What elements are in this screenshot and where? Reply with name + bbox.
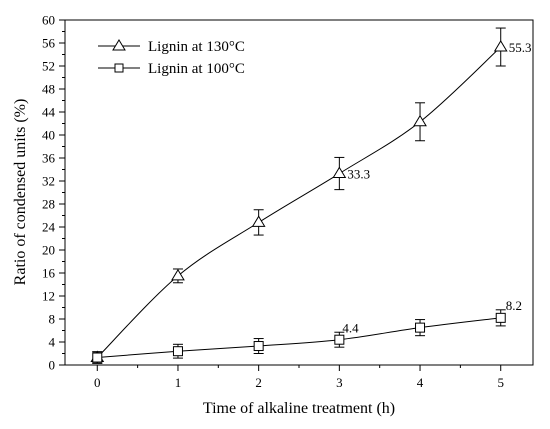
legend-square-marker <box>114 63 124 73</box>
square-marker <box>495 312 506 323</box>
data-label: 55.3 <box>509 40 532 55</box>
y-tick-label: 32 <box>42 174 55 189</box>
data-label: 8.2 <box>506 298 522 313</box>
y-tick-label: 56 <box>42 36 56 51</box>
plot-frame <box>64 19 534 366</box>
triangle-marker <box>493 40 508 52</box>
y-tick-label: 20 <box>42 243 55 258</box>
square-marker <box>415 322 426 333</box>
y-tick-label: 12 <box>42 289 55 304</box>
y-tick-label: 36 <box>42 151 56 166</box>
y-tick-label: 16 <box>42 266 56 281</box>
square-marker <box>253 341 264 352</box>
triangle-marker <box>332 166 347 179</box>
y-tick-label: 52 <box>42 59 55 74</box>
y-tick-label: 60 <box>42 13 55 28</box>
y-tick-label: 28 <box>42 197 55 212</box>
x-tick-label: 3 <box>336 375 343 390</box>
x-tick-label: 4 <box>417 375 424 390</box>
annotation-layer: 55.3 33.3 4.4 8.2 <box>342 40 531 336</box>
y-tick-label: 24 <box>42 220 56 235</box>
series-layer <box>90 27 508 364</box>
y-tick-label: 0 <box>49 358 56 373</box>
x-tick-label: 0 <box>94 375 101 390</box>
y-tick-label: 44 <box>42 105 56 120</box>
y-tick-label: 40 <box>42 128 55 143</box>
x-tick-label: 5 <box>497 375 504 390</box>
triangle-marker <box>171 268 185 281</box>
x-tick-label: 2 <box>255 375 262 390</box>
legend-label-100: Lignin at 100°C <box>148 61 245 77</box>
series-line-0 <box>96 46 502 358</box>
y-tick-label: 48 <box>42 82 55 97</box>
x-tick-label: 1 <box>175 375 182 390</box>
square-marker <box>172 346 183 357</box>
legend-label-130: Lignin at 130°C <box>148 39 245 55</box>
square-marker <box>334 334 345 345</box>
series-line-1 <box>97 317 501 359</box>
legend-triangle-marker <box>112 39 126 51</box>
legend: Lignin at 130°C Lignin at 100°C <box>98 39 245 77</box>
data-label: 4.4 <box>342 321 359 336</box>
square-marker <box>92 352 103 363</box>
triangle-marker <box>251 215 266 227</box>
y-tick-label: 4 <box>49 335 56 350</box>
x-axis-label: Time of alkaline treatment (h) <box>203 400 395 417</box>
data-label: 33.3 <box>347 167 370 182</box>
triangle-marker <box>413 114 427 127</box>
y-axis-label: Ratio of condensed units (%) <box>12 99 29 286</box>
y-tick-label: 8 <box>49 312 56 327</box>
